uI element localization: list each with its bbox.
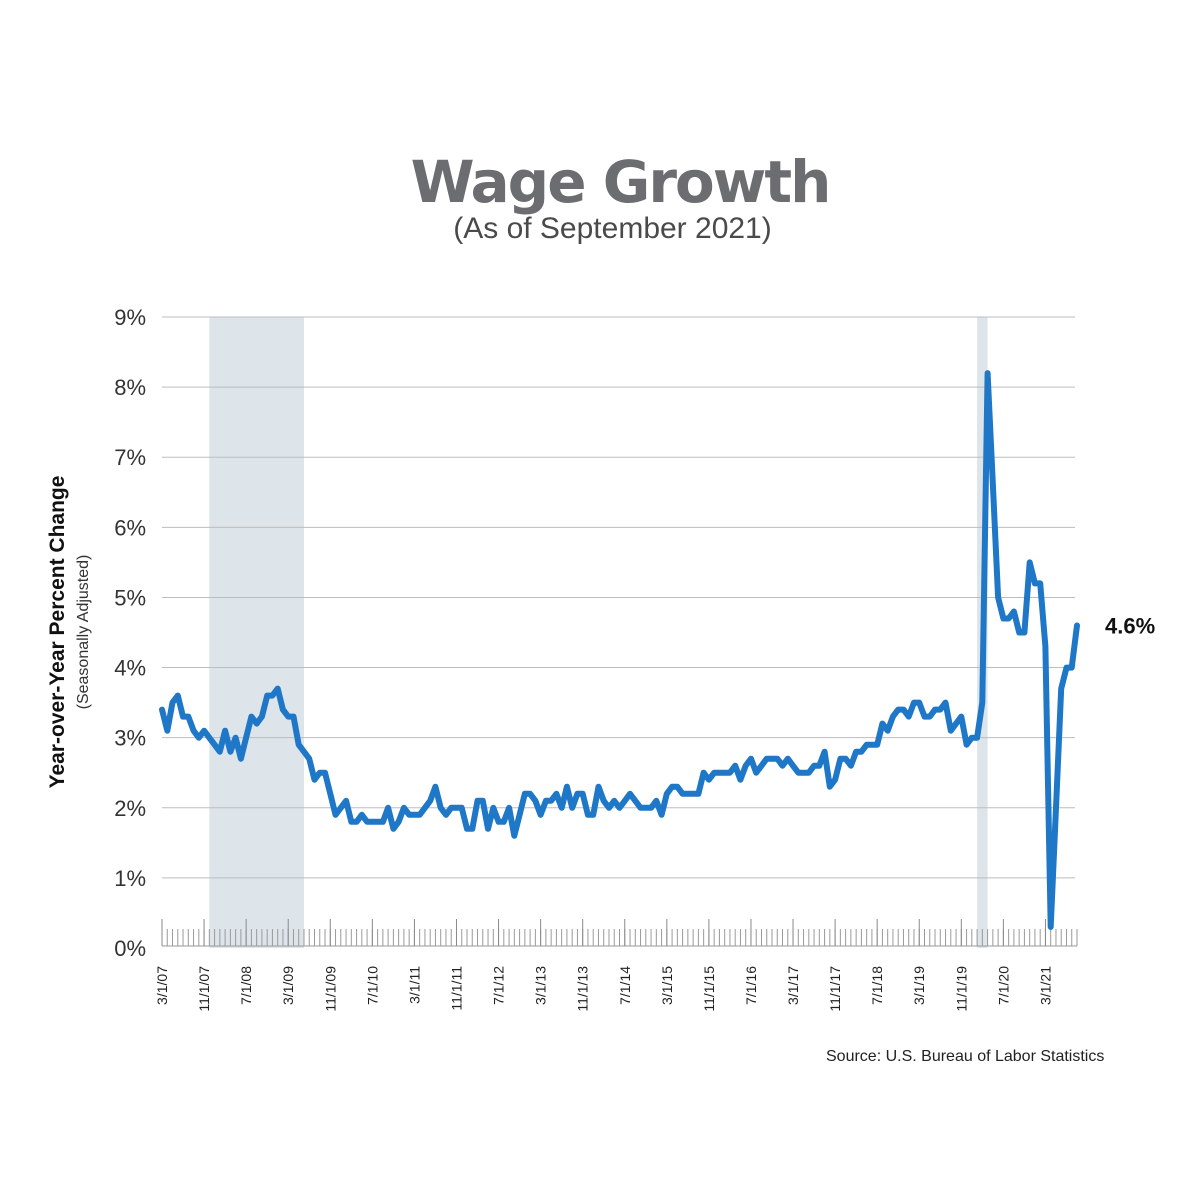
x-tick-label: 11/1/09 bbox=[322, 966, 338, 1012]
y-axis-label: Year-over-Year Percent Change bbox=[46, 476, 69, 789]
x-tick-label: 11/1/13 bbox=[575, 966, 591, 1012]
source-note: Source: U.S. Bureau of Labor Statistics bbox=[826, 1048, 1105, 1065]
recession-shade-0 bbox=[209, 317, 304, 948]
x-tick-label: 11/1/15 bbox=[701, 966, 717, 1012]
x-tick-label: 3/1/09 bbox=[280, 966, 296, 1005]
x-tick-label: 7/1/12 bbox=[491, 966, 507, 1005]
y-tick-label: 9% bbox=[114, 305, 146, 330]
y-tick-label: 5% bbox=[114, 585, 146, 610]
y-axis-sublabel: (Seasonally Adjusted) bbox=[75, 555, 92, 710]
y-tick-label: 6% bbox=[114, 515, 146, 540]
x-tick-label: 3/1/13 bbox=[533, 966, 549, 1005]
x-tick-label: 11/1/19 bbox=[953, 966, 969, 1012]
y-tick-label: 1% bbox=[114, 866, 146, 891]
y-tick-label: 2% bbox=[114, 796, 146, 821]
x-tick-label: 7/1/16 bbox=[743, 966, 759, 1005]
x-tick-label: 11/1/11 bbox=[448, 966, 464, 1011]
chart-subtitle: (As of September 2021) bbox=[453, 212, 772, 245]
x-tick-label: 11/1/17 bbox=[827, 966, 843, 1012]
x-tick-label: 3/1/07 bbox=[154, 966, 170, 1005]
x-tick-label: 11/1/07 bbox=[196, 966, 212, 1012]
y-tick-label: 0% bbox=[114, 936, 146, 961]
x-tick-label: 7/1/14 bbox=[617, 966, 633, 1005]
chart-title: Wage Growth bbox=[410, 148, 832, 216]
y-tick-label: 3% bbox=[114, 726, 146, 751]
x-tick-label: 3/1/17 bbox=[785, 966, 801, 1005]
y-tick-label: 8% bbox=[114, 375, 146, 400]
end-value-label: 4.6% bbox=[1105, 613, 1155, 638]
x-tick-label: 3/1/11 bbox=[406, 966, 422, 1004]
x-tick-label: 7/1/18 bbox=[869, 966, 885, 1005]
x-tick-label: 3/1/19 bbox=[911, 966, 927, 1005]
y-tick-label: 7% bbox=[114, 445, 146, 470]
wage-growth-line bbox=[159, 370, 1080, 930]
x-tick-label: 7/1/20 bbox=[995, 966, 1011, 1005]
x-tick-label: 7/1/08 bbox=[238, 966, 254, 1005]
y-tick-label: 4% bbox=[114, 656, 146, 681]
x-tick-label: 7/1/10 bbox=[364, 966, 380, 1005]
x-tick-label: 3/1/21 bbox=[1037, 966, 1053, 1005]
x-tick-label: 3/1/15 bbox=[659, 966, 675, 1005]
